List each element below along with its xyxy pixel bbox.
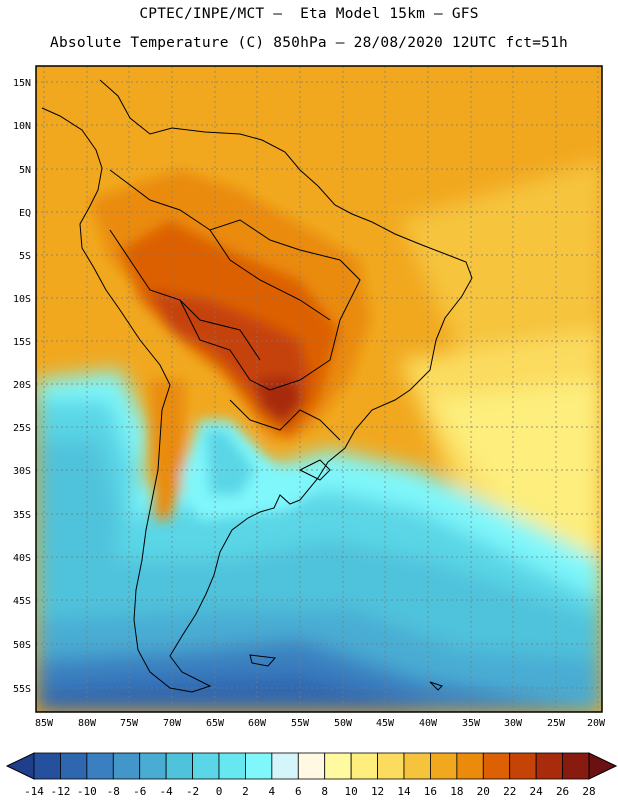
legend-tick-label: 18 (450, 785, 463, 798)
legend-tick-label: 4 (269, 785, 276, 798)
lat-label: 40S (13, 553, 31, 564)
legend-tick-label: 22 (503, 785, 516, 798)
legend-color-box (139, 752, 167, 780)
lat-label: 5N (19, 165, 31, 176)
legend-tick-label: 24 (530, 785, 544, 798)
color-scale-legend: -14 -12 -10 -8 -6 -4 -2 0 2 4 6 8 10 12 14 16 18 20 22 24 26… (5, 752, 618, 798)
map-frame (35, 65, 603, 713)
legend-color-box (245, 752, 273, 780)
legend-color-box (535, 752, 563, 780)
legend-color-box (456, 752, 484, 780)
legend-color-box (324, 752, 352, 780)
lat-label: 15N (13, 78, 31, 89)
legend-tick-label: 14 (397, 785, 411, 798)
lon-label: 85W (35, 718, 54, 729)
legend-color-box (297, 752, 326, 780)
lat-label: 30S (13, 466, 31, 477)
lat-label: 55S (13, 684, 31, 695)
legend-tick-label: 20 (477, 785, 490, 798)
lon-label: 50W (334, 718, 353, 729)
legend-color-box (377, 752, 405, 780)
lon-label: 35W (462, 718, 481, 729)
legend-arrow-right (588, 752, 618, 780)
legend-color-box (33, 752, 61, 780)
legend-tick-label: -2 (186, 785, 199, 798)
lon-label: 30W (504, 718, 523, 729)
latitude-labels: 15N 10N 5N EQ 5S 10S 15S 20S 25S 30S 35S… (13, 78, 31, 695)
legend-tick-label: 16 (424, 785, 437, 798)
temperature-field (36, 66, 602, 712)
legend-tick-label: -4 (160, 785, 174, 798)
legend-tick-label: 26 (556, 785, 569, 798)
lon-label: 70W (163, 718, 182, 729)
legend-color-box (509, 752, 537, 780)
graticule (36, 66, 602, 712)
legend-tick-label: 0 (216, 785, 223, 798)
legend-color-box (350, 752, 378, 780)
lon-label: 60W (248, 718, 267, 729)
lon-label: 20W (587, 718, 606, 729)
legend-color-box (271, 752, 299, 780)
lon-label: 55W (291, 718, 310, 729)
legend-tick-label: 2 (242, 785, 249, 798)
legend-tick-label: -8 (107, 785, 120, 798)
lat-label: 35S (13, 510, 31, 521)
lon-label: 75W (120, 718, 139, 729)
legend-color-box (112, 752, 141, 780)
legend-tick-label: -10 (77, 785, 97, 798)
chart-title-line-2: Absolute Temperature (C) 850hPa — 28/08/… (50, 35, 568, 51)
legend-arrow-left (5, 752, 35, 780)
lat-label: 15S (13, 337, 31, 348)
legend-color-box (562, 752, 590, 780)
legend-tick-label: 28 (582, 785, 595, 798)
lat-label: 50S (13, 640, 31, 651)
legend-tick-label: -14 (24, 785, 44, 798)
lon-label: 65W (206, 718, 225, 729)
legend-tick-label: -12 (50, 785, 70, 798)
legend-tick-label: -6 (133, 785, 146, 798)
lon-label: 80W (78, 718, 97, 729)
lat-label: 25S (13, 423, 31, 434)
lon-label: 25W (547, 718, 566, 729)
lat-label: 45S (13, 596, 31, 607)
legend-color-box (60, 752, 88, 780)
legend-color-box (86, 752, 114, 780)
legend-color-box (192, 752, 220, 780)
lat-label: 20S (13, 380, 31, 391)
legend-tick-label: 6 (295, 785, 302, 798)
lat-label: 10N (13, 121, 31, 132)
legend-tick-label: 8 (321, 785, 328, 798)
legend-tick-label: 12 (371, 785, 384, 798)
legend-color-box (165, 752, 193, 780)
legend-color-box (482, 752, 511, 780)
lat-label: 10S (13, 294, 31, 305)
lat-label: EQ (19, 208, 31, 219)
legend-color-box (430, 752, 458, 780)
legend-tick-label: 10 (345, 785, 358, 798)
legend-color-box (218, 752, 246, 780)
chart-title-line-1: CPTEC/INPE/MCT — Eta Model 15km — GFS (139, 6, 479, 22)
lon-label: 45W (376, 718, 395, 729)
lat-label: 5S (19, 251, 31, 262)
longitude-labels: 85W 80W 75W 70W 65W 60W 55W 50W 45W 40W … (35, 718, 606, 729)
coastlines (41, 79, 473, 693)
lon-label: 40W (419, 718, 438, 729)
legend-color-box (403, 752, 431, 780)
